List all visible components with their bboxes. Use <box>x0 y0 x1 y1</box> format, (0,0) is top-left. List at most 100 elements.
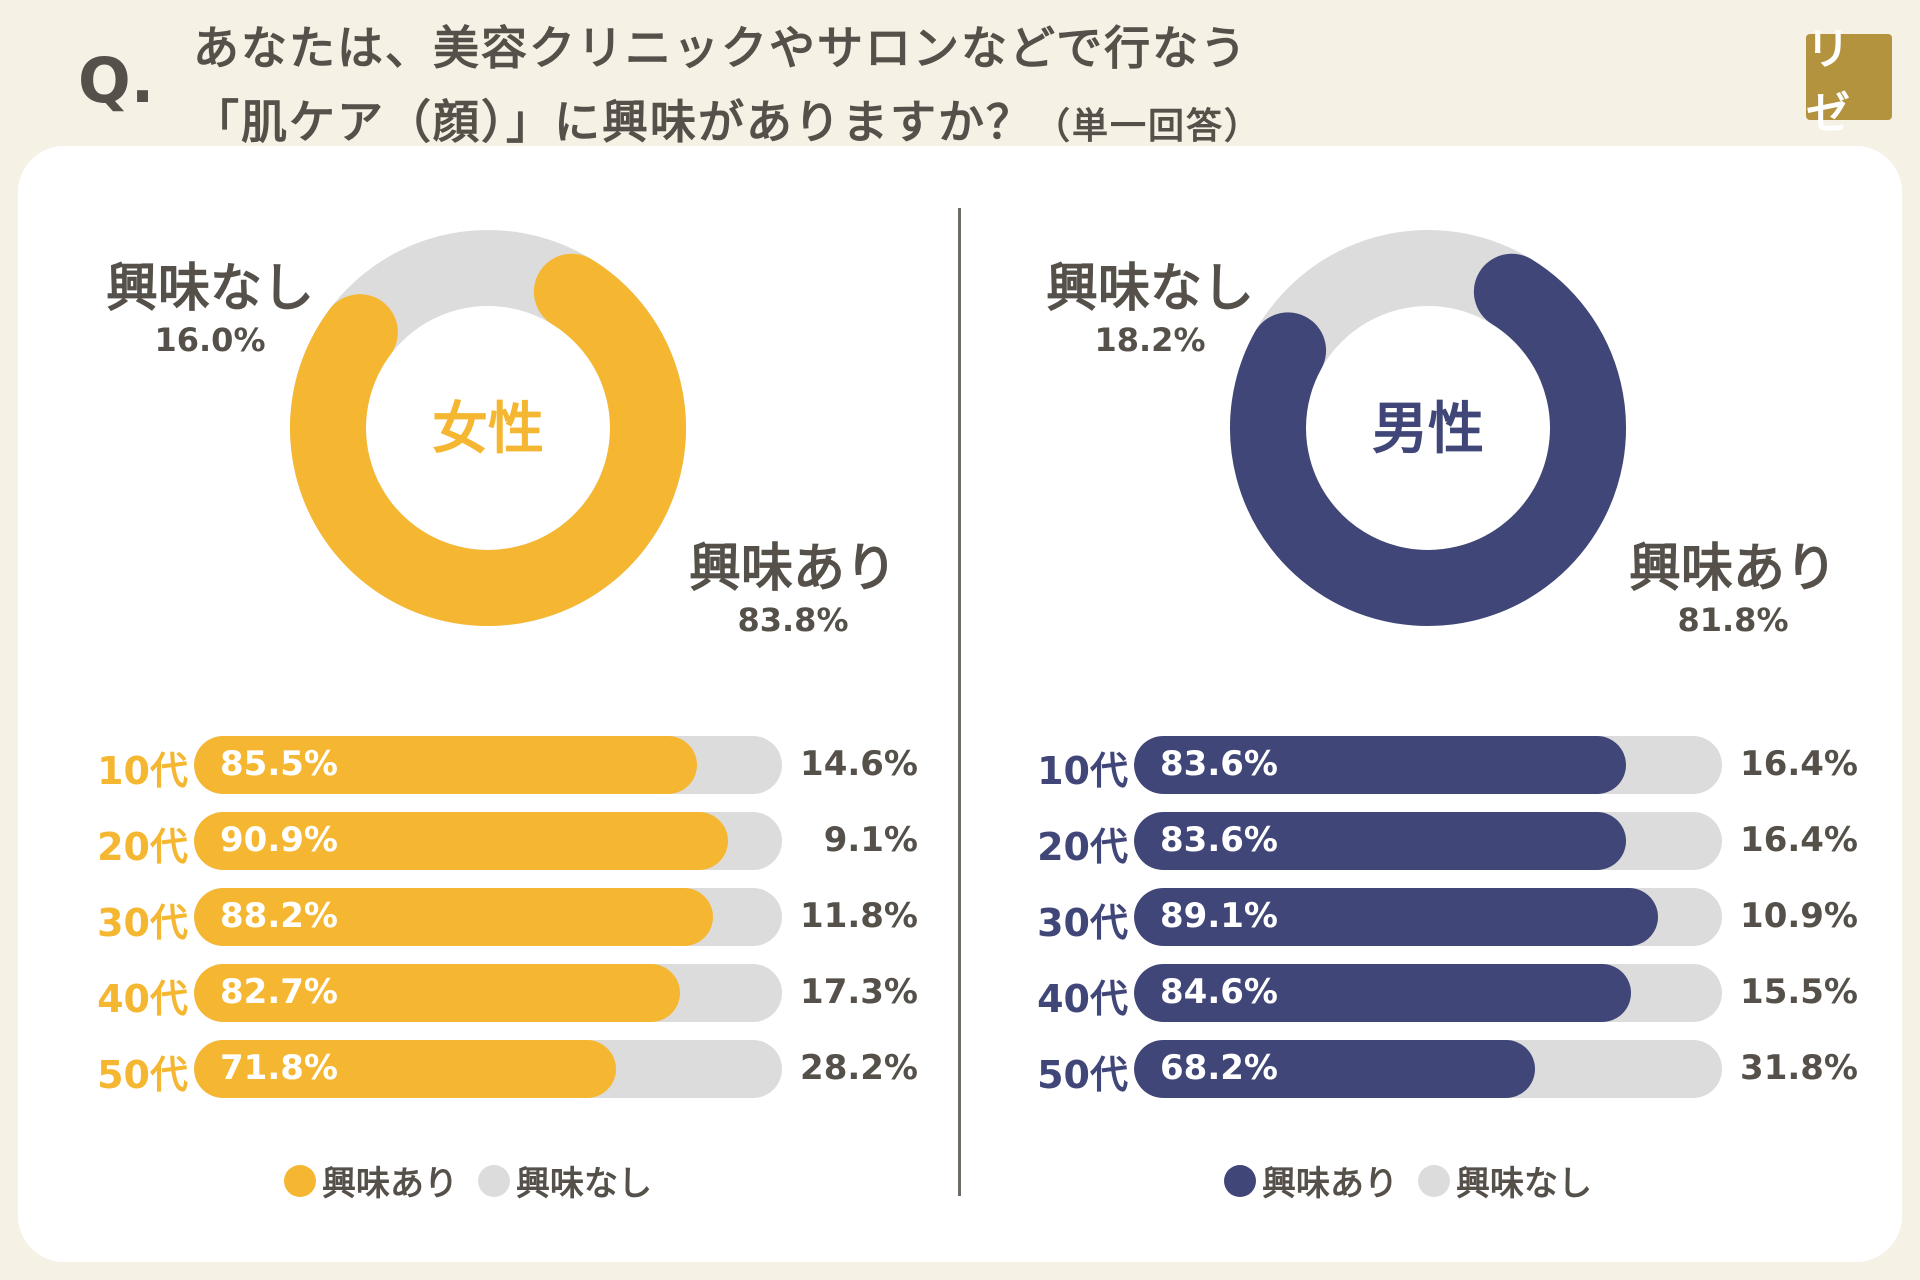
age-label: 30代 <box>1037 901 1128 945</box>
legend-dot-yes <box>1224 1164 1256 1197</box>
bar-track-none: 83.6% <box>1134 812 1722 870</box>
bar-track-none: 82.7% <box>194 964 782 1022</box>
bar-value-yes: 83.6% <box>1160 744 1278 784</box>
male-bar-row: 30代 89.1% 10.9% <box>958 888 1858 946</box>
bar-fill-yes <box>1134 1040 1536 1098</box>
male-bar-row: 10代 83.6% 16.4% <box>958 736 1858 794</box>
bar-fill-yes <box>1134 736 1626 794</box>
age-label: 50代 <box>97 1053 188 1097</box>
female-donut-center-title: 女性 <box>432 397 544 462</box>
female-none-label: 興味なし 16.0% <box>90 246 330 359</box>
female-donut-slice-yes <box>290 230 686 626</box>
male-legend: 興味あり 興味なし <box>958 1156 1858 1205</box>
question-line-1: あなたは、美容クリニックやサロンなどで行なう <box>193 21 1249 75</box>
female-yes-label: 興味あり 83.8% <box>678 526 908 639</box>
answer-type-note: （単一回答） <box>1034 106 1263 147</box>
female-none-value: 16.0% <box>154 321 266 359</box>
legend-label-yes: 興味あり <box>1262 1164 1398 1204</box>
bar-value-none: 15.5% <box>1740 972 1858 1012</box>
bar-value-none: 10.9% <box>1740 896 1858 936</box>
legend-label-yes: 興味あり <box>322 1164 458 1204</box>
question-mark-label: Q. <box>78 44 155 117</box>
bar-value-none: 16.4% <box>1740 744 1858 784</box>
male-donut-center-title: 男性 <box>1372 397 1484 462</box>
bar-value-none: 17.3% <box>800 972 918 1012</box>
female-bar-row: 50代 71.8% 28.2% <box>18 1040 918 1098</box>
male-donut-chart: 男性 <box>1230 230 1626 626</box>
male-bar-row: 20代 83.6% 16.4% <box>958 812 1858 870</box>
bar-value-yes: 88.2% <box>220 896 338 936</box>
female-bar-row: 20代 90.9% 9.1% <box>18 812 918 870</box>
male-yes-category: 興味あり <box>1628 539 1837 599</box>
male-bar-row: 40代 84.6% 15.5% <box>958 964 1858 1022</box>
bar-fill-yes <box>1134 964 1632 1022</box>
bar-track-none: 85.5% <box>194 736 782 794</box>
legend-item-none: 興味なし <box>1418 1156 1592 1205</box>
bar-value-yes: 90.9% <box>220 820 338 860</box>
bar-value-none: 14.6% <box>800 744 918 784</box>
female-legend: 興味あり 興味なし <box>18 1156 918 1205</box>
bar-track-none: 90.9% <box>194 812 782 870</box>
age-label: 20代 <box>1037 825 1128 869</box>
female-none-category: 興味なし <box>105 259 314 319</box>
bar-fill-yes <box>194 812 729 870</box>
bar-value-none: 31.8% <box>1740 1048 1858 1088</box>
legend-label-none: 興味なし <box>1456 1164 1592 1204</box>
bar-fill-yes <box>194 1040 617 1098</box>
male-none-label: 興味なし 18.2% <box>1030 246 1270 359</box>
bar-fill-yes <box>194 888 713 946</box>
female-bar-row: 40代 82.7% 17.3% <box>18 964 918 1022</box>
bar-fill-yes <box>1134 812 1626 870</box>
age-label: 10代 <box>97 749 188 793</box>
legend-item-none: 興味なし <box>478 1156 652 1205</box>
male-panel: 男性 興味なし 18.2% 興味あり 81.8% 10代 83.6% 16.4% 20… <box>958 146 1858 1262</box>
age-label: 10代 <box>1037 749 1128 793</box>
bar-value-yes: 85.5% <box>220 744 338 784</box>
age-label: 40代 <box>97 977 188 1021</box>
bar-value-none: 11.8% <box>800 896 918 936</box>
age-label: 30代 <box>97 901 188 945</box>
legend-dot-none <box>1418 1164 1450 1197</box>
chart-card: 女性 興味なし 16.0% 興味あり 83.8% 10代 85.5% 14.6% 20… <box>18 146 1902 1262</box>
age-label: 20代 <box>97 825 188 869</box>
bar-value-yes: 89.1% <box>1160 896 1278 936</box>
bar-value-yes: 84.6% <box>1160 972 1278 1012</box>
bar-track-none: 68.2% <box>1134 1040 1722 1098</box>
brand-logo: リゼ <box>1806 24 1892 139</box>
female-panel: 女性 興味なし 16.0% 興味あり 83.8% 10代 85.5% 14.6% 20… <box>18 146 918 1262</box>
bar-track-none: 71.8% <box>194 1040 782 1098</box>
bar-value-yes: 68.2% <box>1160 1048 1278 1088</box>
panel-divider <box>958 208 961 1196</box>
bar-value-none: 9.1% <box>823 820 918 860</box>
bar-fill-yes <box>194 964 681 1022</box>
legend-dot-yes <box>284 1164 316 1197</box>
female-bar-row: 30代 88.2% 11.8% <box>18 888 918 946</box>
bar-track-none: 83.6% <box>1134 736 1722 794</box>
male-none-category: 興味なし <box>1045 259 1254 319</box>
age-label: 40代 <box>1037 977 1128 1021</box>
question-line-2: 「肌ケア（顔）」に興味がありますか？（単一回答） <box>193 86 1262 152</box>
legend-dot-none <box>478 1164 510 1197</box>
male-yes-value: 81.8% <box>1677 601 1789 639</box>
bar-fill-yes <box>1134 888 1658 946</box>
bar-track-none: 89.1% <box>1134 888 1722 946</box>
legend-item-yes: 興味あり <box>1224 1156 1398 1205</box>
male-yes-label: 興味あり 81.8% <box>1618 526 1848 639</box>
question-text: 「肌ケア（顔）」に興味がありますか？ <box>193 95 1034 149</box>
legend-item-yes: 興味あり <box>284 1156 458 1205</box>
bar-track-none: 88.2% <box>194 888 782 946</box>
legend-label-none: 興味なし <box>516 1164 652 1204</box>
female-bar-row: 10代 85.5% 14.6% <box>18 736 918 794</box>
bar-value-none: 16.4% <box>1740 820 1858 860</box>
female-yes-value: 83.8% <box>737 601 849 639</box>
male-none-value: 18.2% <box>1094 321 1206 359</box>
bar-fill-yes <box>194 736 697 794</box>
bar-value-yes: 83.6% <box>1160 820 1278 860</box>
bar-value-yes: 82.7% <box>220 972 338 1012</box>
bar-track-none: 84.6% <box>1134 964 1722 1022</box>
bar-value-none: 28.2% <box>800 1048 918 1088</box>
male-bar-row: 50代 68.2% 31.8% <box>958 1040 1858 1098</box>
bar-value-yes: 71.8% <box>220 1048 338 1088</box>
male-donut-slice-yes <box>1230 230 1626 626</box>
female-yes-category: 興味あり <box>688 539 897 599</box>
